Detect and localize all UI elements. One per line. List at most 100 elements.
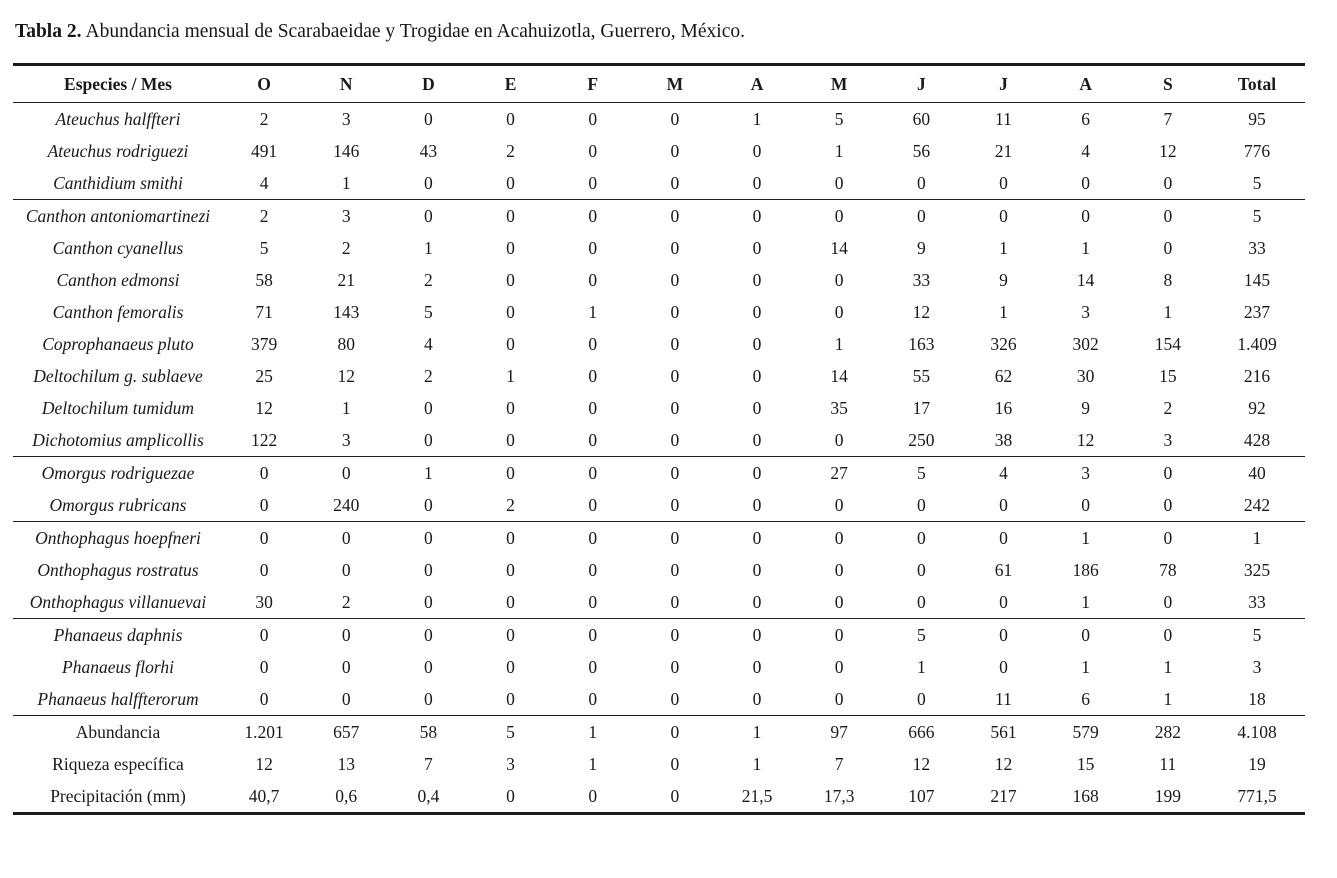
value-cell: 0 [752,301,762,322]
value-cell: 12 [994,753,1013,774]
value-cell: 16 [994,397,1013,418]
total-cell: 5 [1209,199,1305,232]
value-cell: 0 [259,656,269,677]
table-row: Canthon cyanellus 5 2 1 0 0 0 0 14 9 1 1 0 33 [13,232,1305,264]
total-cell: 5 [1209,618,1305,651]
value-cell: 0 [798,521,881,554]
value-cell: 0 [633,456,716,489]
value-cell: 0 [588,269,598,290]
value-cell: 217 [990,785,1017,806]
value-cell: 0 [1126,456,1209,489]
value-cell: 4 [1081,140,1091,161]
table-row: Omorgus rubricans 0 240 0 2 0 0 0 0 0 0 0 0 242 [13,489,1305,522]
value-cell: 0 [506,591,515,612]
value-cell: 0 [469,199,552,232]
table-row: Onthophagus rostratus 0 0 0 0 0 0 0 0 0 61 186 78 325 [13,554,1305,586]
total-cell: 1.409 [1237,333,1277,354]
value-cell: 0 [670,172,680,193]
value-cell: 2 [341,591,351,612]
value-cell: 0 [387,618,470,651]
value-cell: 0 [223,618,306,651]
table-row: Precipitación (mm) 40,7 0,6 0,4 0 0 0 21,5 17,3 1… [13,780,1305,814]
value-cell: 11 [1159,753,1177,774]
value-cell: 146 [333,140,360,161]
value-cell: 1 [834,140,844,161]
column-header-month: S [1126,64,1209,103]
value-cell: 0 [424,172,433,193]
value-cell: 0 [752,591,762,612]
value-cell: 1 [424,237,433,258]
value-cell: 240 [333,494,360,515]
value-cell: 1 [341,172,351,193]
value-cell: 0 [424,559,433,580]
table-row: Canthon femoralis 71 143 5 0 1 0 0 0 12 1 3 1 237 [13,296,1305,328]
value-cell: 61 [994,559,1013,580]
value-cell: 3 [1044,456,1127,489]
total-cell: 145 [1243,269,1271,290]
value-cell: 0 [506,301,515,322]
value-cell: 1 [588,301,598,322]
value-cell: 163 [908,333,935,354]
value-cell: 0 [752,140,762,161]
value-cell: 0 [798,199,881,232]
value-cell: 7 [1163,108,1173,129]
column-header-month: N [305,64,388,103]
value-cell: 579 [1044,715,1127,748]
value-cell: 8 [1163,269,1173,290]
value-cell: 326 [990,333,1017,354]
value-cell: 0 [1126,521,1209,554]
species-name-cell: Omorgus rubricans [49,494,187,515]
value-cell: 0 [633,521,716,554]
value-cell: 1 [1163,301,1173,322]
value-cell: 0 [588,785,598,806]
value-cell: 143 [333,301,360,322]
value-cell: 0 [715,199,799,232]
column-header-month: D [387,64,470,103]
species-name-cell: Dichotomius amplicollis [32,429,204,450]
value-cell: 0 [469,618,552,651]
value-cell: 11 [995,688,1012,709]
value-cell: 282 [1126,715,1209,748]
value-cell: 0 [588,108,598,129]
value-cell: 0 [752,237,762,258]
value-cell: 17 [912,397,931,418]
value-cell: 55 [912,365,931,386]
value-cell: 0 [506,397,515,418]
value-cell: 71 [255,301,273,322]
value-cell: 0 [506,429,515,450]
value-cell: 0 [223,521,306,554]
value-cell: 1 [551,715,634,748]
value-cell: 7 [834,753,844,774]
value-cell: 0 [424,656,433,677]
value-cell: 0 [424,397,433,418]
value-cell: 0 [387,199,470,232]
value-cell: 0 [670,269,680,290]
total-cell: 428 [1243,429,1271,450]
abundance-table: Especies / Mes O N D E F M A M J J A S Total Ateuchus … [13,63,1305,815]
table-row: Onthophagus villanuevai 30 2 0 0 0 0 0 0 0 0 1 0 33 [13,586,1305,619]
value-cell: 0 [424,429,433,450]
value-cell: 0 [670,397,680,418]
value-cell: 0,4 [417,785,440,806]
value-cell: 0 [1163,494,1173,515]
value-cell: 0 [551,521,634,554]
value-cell: 6 [1081,688,1091,709]
value-cell: 0 [506,559,515,580]
value-cell: 9 [999,269,1008,290]
value-cell: 5 [259,237,269,258]
table-row: Coprophanaeus pluto 379 80 4 0 0 0 0 1 163 326 302 1… [13,328,1305,360]
table-section: Phanaeus daphnis 0 0 0 0 0 0 0 0 5 0 0 0 5 Phanaeus fl… [13,618,1305,716]
value-cell: 0 [341,656,351,677]
value-cell: 0 [715,521,799,554]
value-cell: 14 [1076,269,1095,290]
value-cell: 0 [999,591,1008,612]
value-cell: 0 [424,591,433,612]
value-cell: 21 [994,140,1013,161]
value-cell: 0 [670,785,680,806]
value-cell: 186 [1072,559,1099,580]
column-header-total: Total [1209,64,1305,103]
value-cell: 0 [670,140,680,161]
value-cell: 0 [670,753,680,774]
value-cell: 0 [1126,199,1209,232]
value-cell: 0 [715,456,799,489]
